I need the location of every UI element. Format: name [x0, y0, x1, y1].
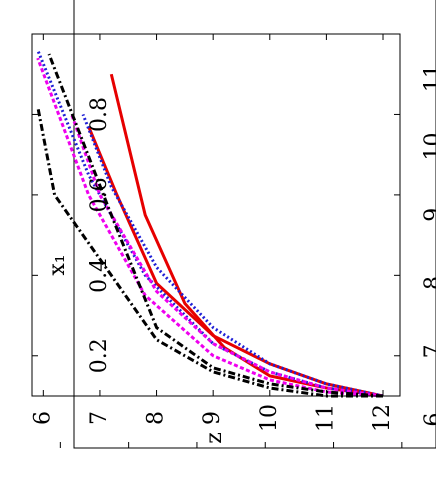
y-axis-title: z [202, 432, 227, 444]
y-tick-label: 7 [87, 411, 112, 425]
y-tick-label: 6 [30, 411, 55, 425]
back-y-tick-label: 8 [421, 276, 436, 290]
series-line-8 [36, 106, 383, 398]
back-plot-ticks [59, 442, 403, 448]
front-plot-frame [31, 33, 401, 397]
x-axis-title: x₁ [45, 254, 70, 275]
back-y-tick-label: 7 [421, 344, 436, 358]
front-plot-ticks [32, 34, 400, 396]
y-tick-label: 12 [370, 404, 395, 432]
series-line-5 [70, 113, 384, 398]
x-tick-label: 0.2 [87, 338, 112, 373]
y-tick-label: 11 [313, 404, 338, 432]
main-plot-border [31, 33, 401, 397]
x-tick-label: 0.8 [87, 97, 112, 132]
y-tick-label: 10 [257, 404, 282, 432]
x-tick-label: 0.6 [87, 177, 112, 212]
back-y-tick-label: 9 [421, 208, 436, 222]
y-tick-label: 8 [144, 411, 169, 425]
series-line-3 [81, 113, 384, 398]
back-plot-frame [73, 0, 436, 449]
back-y-tick-label: 6 [421, 413, 436, 427]
back-plot-border [73, 0, 436, 449]
series-line-6 [36, 57, 384, 398]
y-tick-label: 9 [200, 411, 225, 425]
back-y-tick-label: 10 [421, 132, 436, 160]
back-y-tick-label: 11 [421, 64, 436, 92]
x-tick-label: 0.4 [87, 258, 112, 293]
labels-layer: 0.2 0.4 0.6 0.8 6 7 8 9 10 11 12 6 7 8 9 10 11 x₁ z [30, 64, 436, 444]
